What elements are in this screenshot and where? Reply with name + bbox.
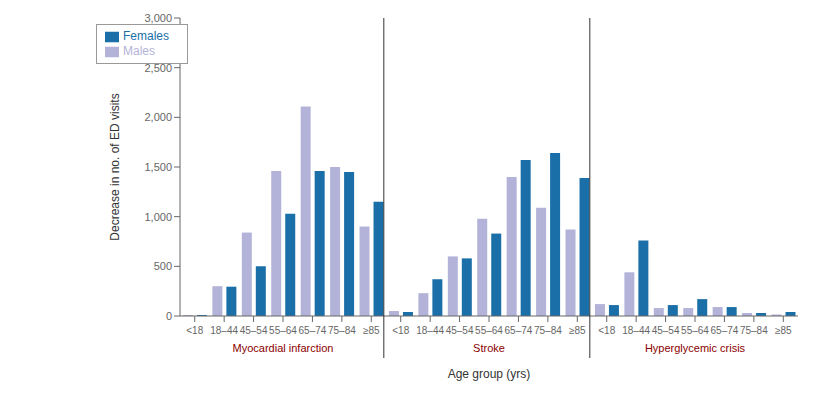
svg-text:45–54: 45–54 xyxy=(652,325,680,336)
svg-text:18–44: 18–44 xyxy=(622,325,650,336)
svg-text:55–64: 55–64 xyxy=(475,325,503,336)
svg-text:≥85: ≥85 xyxy=(363,325,380,336)
svg-text:65–74: 65–74 xyxy=(711,325,739,336)
svg-text:55–64: 55–64 xyxy=(681,325,709,336)
svg-text:65–74: 65–74 xyxy=(505,325,533,336)
svg-text:3,000: 3,000 xyxy=(144,12,172,24)
svg-text:≥85: ≥85 xyxy=(775,325,792,336)
svg-text:500: 500 xyxy=(154,260,172,272)
svg-text:55–64: 55–64 xyxy=(269,325,297,336)
svg-text:1,000: 1,000 xyxy=(144,211,172,223)
svg-text:Decrease in no. of ED visits: Decrease in no. of ED visits xyxy=(108,93,122,240)
svg-text:<18: <18 xyxy=(598,325,615,336)
html-text:Males: Males xyxy=(123,43,155,58)
svg-text:Stroke: Stroke xyxy=(473,342,505,354)
svg-text:75–84: 75–84 xyxy=(740,325,768,336)
svg-text:Hyperglycemic crisis: Hyperglycemic crisis xyxy=(645,342,746,354)
svg-text:<18: <18 xyxy=(392,325,409,336)
html-text:Females: Females xyxy=(123,29,169,43)
svg-text:65–74: 65–74 xyxy=(299,325,327,336)
svg-text:2,500: 2,500 xyxy=(144,62,172,74)
svg-text:0: 0 xyxy=(166,310,172,322)
svg-text:Myocardial infarction: Myocardial infarction xyxy=(233,342,334,354)
svg-text:1,500: 1,500 xyxy=(144,161,172,173)
svg-text:45–54: 45–54 xyxy=(240,325,268,336)
svg-text:45–54: 45–54 xyxy=(446,325,474,336)
svg-text:18–44: 18–44 xyxy=(210,325,238,336)
svg-text:18–44: 18–44 xyxy=(416,325,444,336)
svg-text:Age group (yrs): Age group (yrs) xyxy=(448,367,531,381)
svg-text:75–84: 75–84 xyxy=(534,325,562,336)
svg-text:2,000: 2,000 xyxy=(144,111,172,123)
svg-text:≥85: ≥85 xyxy=(569,325,586,336)
svg-text:<18: <18 xyxy=(186,325,203,336)
svg-text:75–84: 75–84 xyxy=(328,325,356,336)
